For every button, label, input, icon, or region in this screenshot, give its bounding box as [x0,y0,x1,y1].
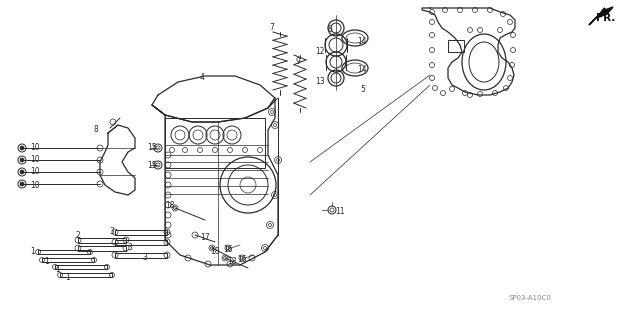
Bar [165,118,265,168]
Bar [55,265,107,269]
Bar [60,273,112,277]
Text: 1: 1 [56,265,60,275]
Text: 14: 14 [357,38,367,47]
Bar [38,250,90,254]
Text: 7: 7 [269,24,275,33]
Text: 16: 16 [237,256,247,264]
Text: 10: 10 [30,167,40,176]
Text: 10: 10 [30,144,40,152]
Text: 8: 8 [93,125,99,135]
Text: 13: 13 [315,78,325,86]
Text: 1: 1 [66,273,70,283]
Text: 14: 14 [357,65,367,75]
Polygon shape [589,7,613,25]
Circle shape [20,146,24,150]
Circle shape [20,158,24,162]
Bar [42,258,94,262]
Text: 10: 10 [30,155,40,165]
Bar [78,238,126,242]
Text: 3: 3 [109,227,115,236]
Bar [115,253,167,257]
Text: FR.: FR. [596,13,616,23]
Circle shape [20,170,24,174]
Text: 6: 6 [328,26,332,34]
Text: 3: 3 [143,254,147,263]
Text: 5: 5 [360,85,365,94]
Text: 12: 12 [316,48,324,56]
Text: 9: 9 [296,57,300,66]
Text: 15: 15 [147,144,157,152]
Circle shape [20,182,24,186]
Text: 18: 18 [165,201,175,210]
Bar [448,40,464,52]
Text: 3: 3 [127,243,132,253]
Text: 17: 17 [200,234,210,242]
Text: 4: 4 [200,73,204,83]
Text: 2: 2 [76,232,81,241]
Bar [115,229,167,234]
Text: 1: 1 [45,257,49,266]
Text: 15: 15 [147,160,157,169]
Text: 10: 10 [30,181,40,189]
Text: SP03-A10C0: SP03-A10C0 [509,295,552,301]
Bar [115,240,167,244]
Text: 11: 11 [335,207,345,217]
Bar [78,246,126,250]
Text: 1: 1 [31,248,35,256]
Text: 18: 18 [227,257,237,266]
Text: 16: 16 [223,246,233,255]
Text: 18: 18 [211,248,220,256]
